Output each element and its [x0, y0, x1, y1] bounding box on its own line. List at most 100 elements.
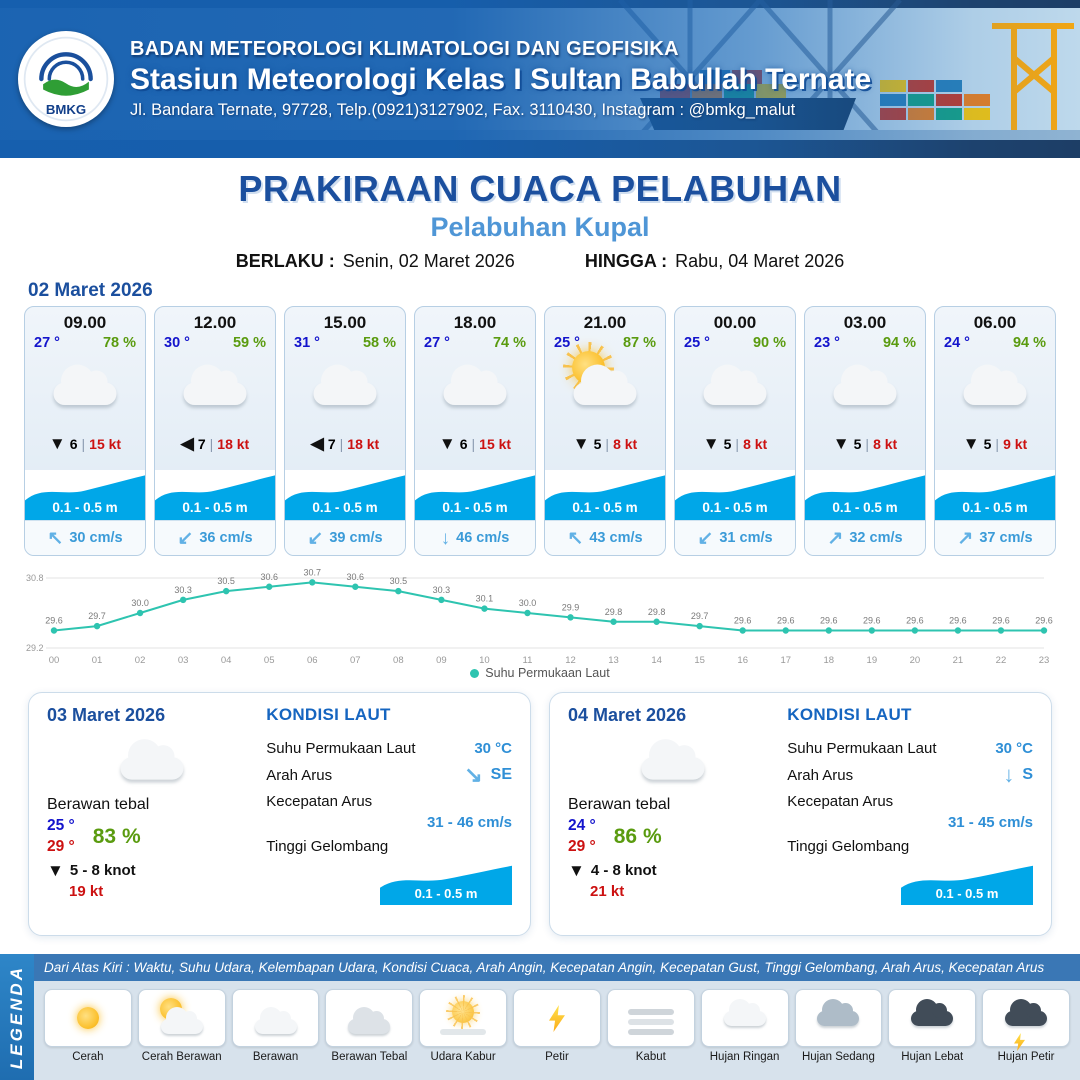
wind-direction-icon: ▼ [572, 434, 590, 453]
port-name: Pelabuhan Kupal [430, 212, 650, 242]
wind-row: ▼ 5 | 8 kt [703, 435, 767, 452]
current-speed: 31 cm/s [719, 530, 773, 546]
svg-text:14: 14 [651, 655, 662, 666]
legend-item: Berawan [231, 989, 320, 1074]
wave-graphic [155, 475, 275, 520]
svg-text:29.9: 29.9 [562, 602, 580, 612]
wind-direction-icon: ▼ [702, 434, 720, 453]
legend-item: Petir [513, 989, 601, 1074]
title-section: PRAKIRAAN CUACA PELABUHAN Pelabuhan Kupa… [0, 158, 1080, 272]
current-direction-icon: ↗ [827, 527, 844, 549]
condition-text: Berawan tebal [47, 796, 150, 813]
wind-speed: 5 [853, 435, 862, 452]
svg-text:05: 05 [264, 655, 275, 666]
current-row: ↖ 30 cm/s [25, 520, 145, 555]
lightning-icon [530, 995, 584, 1041]
cloud-icon [443, 364, 507, 406]
day-date: 04 Maret 2026 [568, 705, 687, 725]
wind-row: ▼ 5 | 9 kt [963, 435, 1027, 452]
day-date: 03 Maret 2026 [47, 705, 166, 725]
svg-text:29.6: 29.6 [1035, 616, 1053, 626]
station-name: Stasiun Meteorologi Kelas I Sultan Babul… [130, 63, 872, 96]
svg-text:BMKG: BMKG [46, 102, 86, 117]
day-card: 03 Maret 2026 Berawan tebal 25 ° 29 ° 83 … [28, 692, 531, 936]
sst-label: Suhu Permukaan Laut [266, 740, 416, 757]
svg-text:30.3: 30.3 [174, 585, 192, 595]
wind-row: ◀ 7 | 18 kt [181, 435, 249, 452]
weather-icon [305, 347, 386, 416]
current-direction-label: Arah Arus [266, 766, 333, 784]
svg-text:19: 19 [867, 655, 878, 666]
validity-row: BERLAKU : Senin, 02 Maret 2026 HINGGA : Ra… [0, 251, 1080, 272]
weather-icon [563, 342, 646, 416]
legend-item: Kabut [606, 989, 695, 1074]
forecast-time: 06.00 [973, 313, 1017, 332]
forecast-time: 15.00 [323, 313, 367, 332]
wave-height-band: 0.1 - 0.5 m [380, 861, 512, 905]
air-temperature: 27 ° [424, 335, 450, 351]
forecast-time: 21.00 [583, 313, 627, 332]
forecast-card: 03.00 23 ° 94 % ▼ 5 | 8 kt 0.1 - 0.5 m ↗ 32 c… [804, 306, 926, 556]
wind-range: 5 - 8 knot [69, 861, 136, 879]
daily-summary-row: 03 Maret 2026 Berawan tebal 25 ° 29 ° 83 … [0, 692, 1080, 936]
svg-text:29.6: 29.6 [820, 616, 838, 626]
current-row: ↗ 32 cm/s [805, 520, 925, 555]
svg-text:30.5: 30.5 [390, 576, 408, 586]
header: BMKG BADAN METEOROLOGI KLIMATOLOGI DAN G… [0, 0, 1080, 158]
wind-speed: 6 [459, 435, 468, 452]
svg-text:30.6: 30.6 [347, 572, 365, 582]
wind-direction-icon: ▼ [568, 860, 585, 880]
wind-direction-icon: ◀ [310, 434, 324, 453]
forecast-time: 03.00 [843, 313, 887, 332]
wave-graphic [675, 475, 795, 520]
hourly-forecast-row: 09.00 27 ° 78 % ▼ 6 | 15 kt 0.1 - 0.5 m ↖ 30 … [0, 306, 1080, 556]
svg-text:13: 13 [608, 655, 619, 666]
humidity: 86 % [613, 824, 662, 848]
legend-label: Berawan [252, 1051, 299, 1063]
wind-speed: 5 [593, 435, 602, 452]
sst-line-chart: 30.8 29.2 29.6 00 29.7 01 30.0 02 30.3 03 30.5 04 30… [26, 567, 1053, 666]
humidity: 94 % [882, 335, 916, 351]
wind-speed: 7 [327, 435, 336, 452]
wave-height-band: 0.1 - 0.5 m [545, 470, 665, 520]
air-temperature: 23 ° [814, 335, 840, 351]
wave-height-band: 0.1 - 0.5 m [25, 470, 145, 520]
current-direction-value: SE [490, 766, 512, 783]
separator: | [865, 435, 870, 452]
sst-value: 30 °C [995, 740, 1033, 757]
wave-height-band: 0.1 - 0.5 m [805, 470, 925, 520]
wave-height: 0.1 - 0.5 m [702, 500, 768, 515]
legend-side-strip: LEGENDA [0, 954, 34, 1080]
wind-direction-icon: ▼ [48, 434, 66, 453]
thick-cloud-icon [342, 995, 396, 1041]
humidity: 83 % [92, 824, 141, 848]
svg-text:04: 04 [221, 655, 232, 666]
svg-text:29.8: 29.8 [648, 607, 666, 617]
wind-speed: 6 [69, 435, 78, 452]
wind-speed: 5 [723, 435, 732, 452]
valid-from-value: Senin, 02 Maret 2026 [342, 251, 515, 271]
chart-legend: Suhu Permukaan Laut [24, 666, 1056, 680]
current-direction-value: S [1022, 766, 1033, 783]
moderate-rain-icon [811, 995, 865, 1041]
humidity: 87 % [622, 335, 656, 351]
valid-until-label: HINGGA : [584, 251, 668, 271]
svg-text:30.8: 30.8 [26, 573, 44, 583]
wave-graphic [901, 865, 1033, 905]
bmkg-logo-icon: BMKG [23, 36, 109, 122]
weather-icon [45, 347, 126, 416]
current-speed-value: 31 - 46 cm/s [426, 814, 512, 831]
wave-height-value: 0.1 - 0.5 m [935, 886, 999, 901]
weather-icon [175, 347, 256, 416]
page-title: PRAKIRAAN CUACA PELABUHAN [238, 168, 842, 209]
separator: | [209, 435, 214, 452]
forecast-time: 00.00 [713, 313, 757, 332]
wave-height: 0.1 - 0.5 m [312, 500, 378, 515]
sea-condition-title: KONDISI LAUT [787, 705, 912, 724]
current-speed: 39 cm/s [329, 530, 383, 546]
current-direction-icon: ↘ [464, 762, 483, 787]
wave-height-band: 0.1 - 0.5 m [155, 470, 275, 520]
current-row: ↙ 31 cm/s [675, 520, 795, 555]
wave-height-band: 0.1 - 0.5 m [901, 861, 1033, 905]
svg-text:07: 07 [350, 655, 361, 666]
